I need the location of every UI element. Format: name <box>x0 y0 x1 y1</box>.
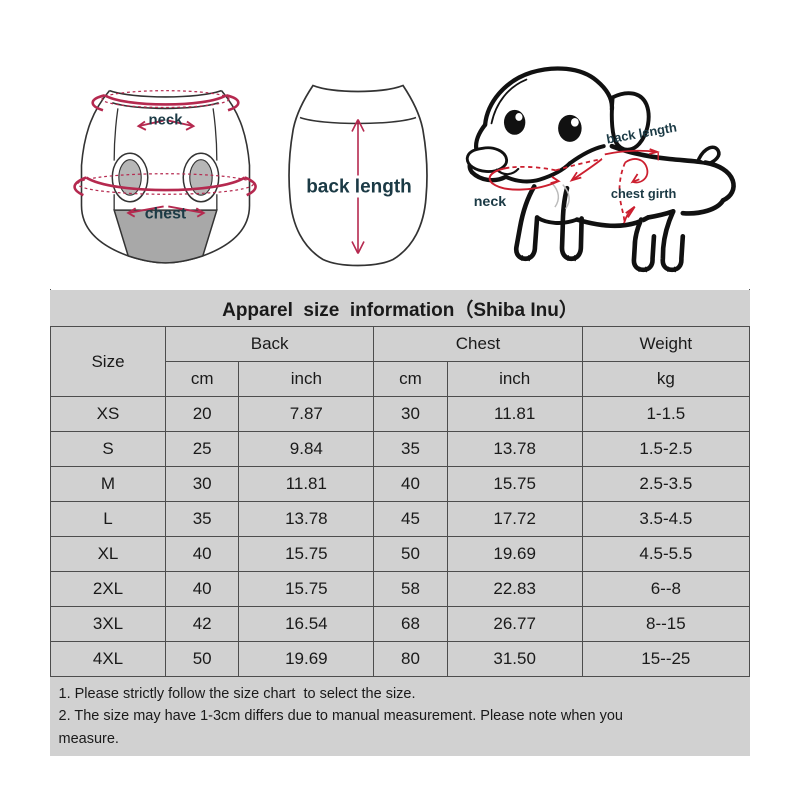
svg-text:chest: chest <box>145 206 187 223</box>
svg-text:back length: back length <box>306 177 412 198</box>
svg-text:neck: neck <box>474 194 507 210</box>
svg-text:neck: neck <box>148 111 183 128</box>
svg-text:chest girth: chest girth <box>611 186 677 201</box>
